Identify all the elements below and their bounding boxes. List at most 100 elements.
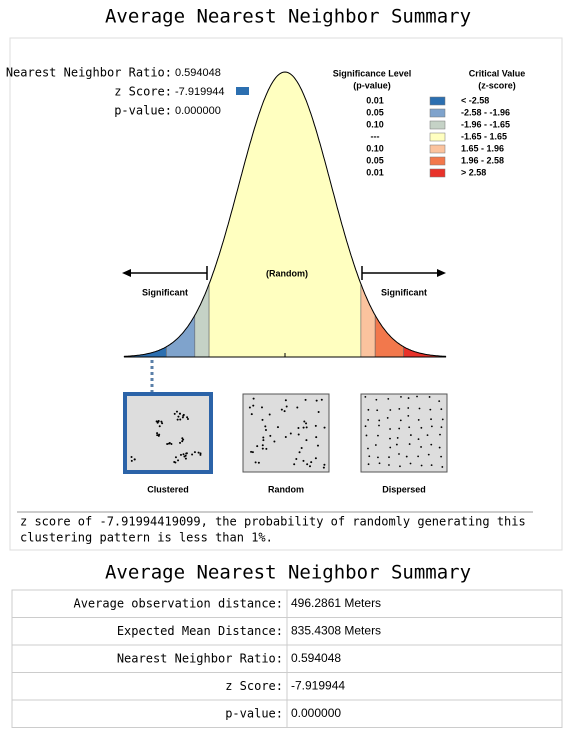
legend-p: 0.05 xyxy=(366,107,384,117)
point xyxy=(199,453,202,456)
legend-swatch xyxy=(429,168,446,178)
pattern-box xyxy=(242,393,330,473)
point xyxy=(181,437,184,440)
point xyxy=(438,400,441,403)
point xyxy=(289,432,292,435)
point xyxy=(364,395,367,398)
point xyxy=(191,453,194,456)
stat-label: Nearest Neighbor Ratio: xyxy=(6,66,172,80)
point xyxy=(262,436,265,439)
point xyxy=(377,456,379,459)
legend-swatch xyxy=(429,108,446,118)
stat-value: 0.000000 xyxy=(175,105,221,117)
point xyxy=(158,425,161,428)
point xyxy=(297,433,300,436)
point xyxy=(375,398,378,401)
stat-label: z Score: xyxy=(114,85,172,99)
pattern-label: Dispersed xyxy=(382,484,426,494)
point xyxy=(420,446,422,448)
table-value: 496.2861 Meters xyxy=(291,596,381,610)
point xyxy=(269,434,272,437)
point xyxy=(276,426,279,429)
point xyxy=(430,425,433,428)
point xyxy=(157,434,160,437)
point xyxy=(156,432,159,435)
table-title: Average Nearest Neighbor Summary xyxy=(105,562,471,584)
table-cell xyxy=(286,699,563,728)
point xyxy=(417,419,420,421)
point xyxy=(181,416,184,419)
point xyxy=(186,418,189,421)
point xyxy=(314,424,317,427)
point xyxy=(417,438,420,441)
point xyxy=(179,453,182,456)
point xyxy=(177,415,180,418)
point xyxy=(374,444,377,446)
point xyxy=(441,466,444,468)
conclusion-line: z score of -7.91994419099, the probabili… xyxy=(20,515,526,529)
point xyxy=(376,409,379,412)
point xyxy=(261,418,264,421)
point xyxy=(197,451,200,454)
point xyxy=(322,466,325,469)
table-label: p-value: xyxy=(225,706,283,720)
point xyxy=(428,396,431,398)
point xyxy=(130,459,133,462)
point xyxy=(305,422,308,425)
point xyxy=(174,461,177,464)
point xyxy=(186,416,189,419)
point xyxy=(398,453,400,455)
z-swatch xyxy=(236,87,249,95)
point xyxy=(176,418,179,421)
pattern-box xyxy=(123,392,213,474)
point xyxy=(365,434,368,437)
point xyxy=(389,428,391,430)
point xyxy=(199,452,202,455)
point xyxy=(310,461,313,464)
point xyxy=(407,397,410,399)
point xyxy=(430,443,433,446)
point xyxy=(387,398,390,400)
point xyxy=(314,457,317,460)
point xyxy=(405,455,408,458)
point xyxy=(161,422,164,425)
point xyxy=(317,410,320,413)
point xyxy=(306,463,309,466)
point xyxy=(252,397,255,400)
point xyxy=(179,418,182,421)
table-label: Average observation distance: xyxy=(73,596,283,610)
point xyxy=(377,434,379,437)
point xyxy=(268,413,271,416)
point xyxy=(184,454,187,457)
point xyxy=(395,443,398,446)
stat-value: -7.919944 xyxy=(175,86,225,98)
point xyxy=(416,395,418,398)
point xyxy=(250,413,253,416)
random-label: (Random) xyxy=(266,268,308,278)
table-cell xyxy=(286,617,563,646)
point xyxy=(368,455,371,458)
point xyxy=(177,459,180,462)
table-label: z Score: xyxy=(225,679,283,693)
point xyxy=(252,404,255,407)
point xyxy=(389,437,391,440)
point xyxy=(156,421,159,424)
point xyxy=(399,419,402,422)
conclusion-line: clustering pattern is less than 1%. xyxy=(20,531,273,545)
point xyxy=(305,426,308,429)
point xyxy=(323,463,326,466)
point xyxy=(156,434,159,437)
point xyxy=(174,456,177,459)
point xyxy=(418,407,421,410)
point xyxy=(408,443,411,445)
legend-z: < -2.58 xyxy=(461,95,489,105)
point xyxy=(260,406,263,409)
point xyxy=(389,446,392,449)
legend-swatch xyxy=(429,120,446,130)
point xyxy=(367,463,370,466)
legend-swatch xyxy=(429,96,446,106)
point xyxy=(256,445,259,448)
point xyxy=(284,436,287,439)
legend-p: --- xyxy=(371,131,380,141)
point xyxy=(179,441,182,444)
